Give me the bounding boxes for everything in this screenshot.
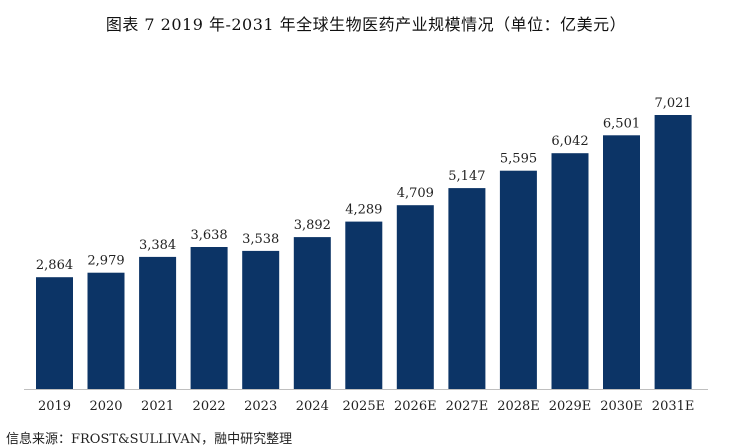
value-label-2024: 3,892	[294, 218, 331, 233]
bar-2019	[36, 277, 73, 389]
bar-2022	[190, 247, 228, 389]
bar-2027E	[448, 188, 486, 389]
x-tick-2021: 2021	[141, 399, 174, 414]
value-label-2029E: 6,042	[551, 134, 588, 149]
x-tick-2023: 2023	[244, 399, 277, 414]
bar-2031E	[654, 115, 692, 389]
value-label-2021: 3,384	[139, 238, 176, 253]
x-tick-2024: 2024	[296, 399, 329, 414]
x-tick-2031E: 2031E	[652, 399, 695, 414]
value-label-2020: 2,979	[87, 254, 124, 269]
chart-title: 图表 7 2019 年-2031 年全球生物医药产业规模情况（单位：亿美元）	[105, 15, 627, 34]
bar-2024	[293, 237, 331, 389]
bars-group	[36, 115, 692, 389]
value-label-2022: 3,638	[190, 228, 227, 243]
value-label-2025E: 4,289	[345, 203, 382, 218]
x-tick-2030E: 2030E	[600, 399, 643, 414]
source-note: 信息来源：FROST&SULLIVAN，融中研究整理	[6, 432, 293, 447]
x-tick-2027E: 2027E	[446, 399, 489, 414]
x-tick-2028E: 2028E	[497, 399, 540, 414]
value-label-2019: 2,864	[36, 258, 73, 273]
x-tick-2026E: 2026E	[394, 399, 437, 414]
value-label-2028E: 5,595	[500, 152, 537, 167]
bar-2028E	[499, 170, 537, 389]
bar-2023	[242, 250, 280, 389]
bar-2025E	[345, 221, 383, 389]
x-tick-2025E: 2025E	[343, 399, 386, 414]
x-tick-2022: 2022	[193, 399, 226, 414]
value-label-2026E: 4,709	[397, 186, 434, 201]
bar-2026E	[396, 205, 434, 389]
bar-2029E	[551, 153, 589, 389]
bar-2021	[139, 256, 177, 389]
value-label-2030E: 6,501	[603, 116, 640, 131]
value-labels-group: 2,864 2,979 3,384 3,638 3,538 3,892 4,289 4,709…	[36, 96, 692, 273]
x-tick-labels-group: 2019 2020 2021 2022 2023 2024 2025E 2026E 2027E 2…	[38, 399, 694, 414]
x-tick-2019: 2019	[38, 399, 71, 414]
bar-2020	[87, 272, 125, 389]
value-label-2027E: 5,147	[448, 169, 485, 184]
x-tick-2020: 2020	[89, 399, 122, 414]
value-label-2023: 3,538	[242, 232, 279, 247]
value-label-2031E: 7,021	[654, 96, 691, 111]
x-tick-2029E: 2029E	[549, 399, 592, 414]
bar-2030E	[603, 135, 640, 389]
